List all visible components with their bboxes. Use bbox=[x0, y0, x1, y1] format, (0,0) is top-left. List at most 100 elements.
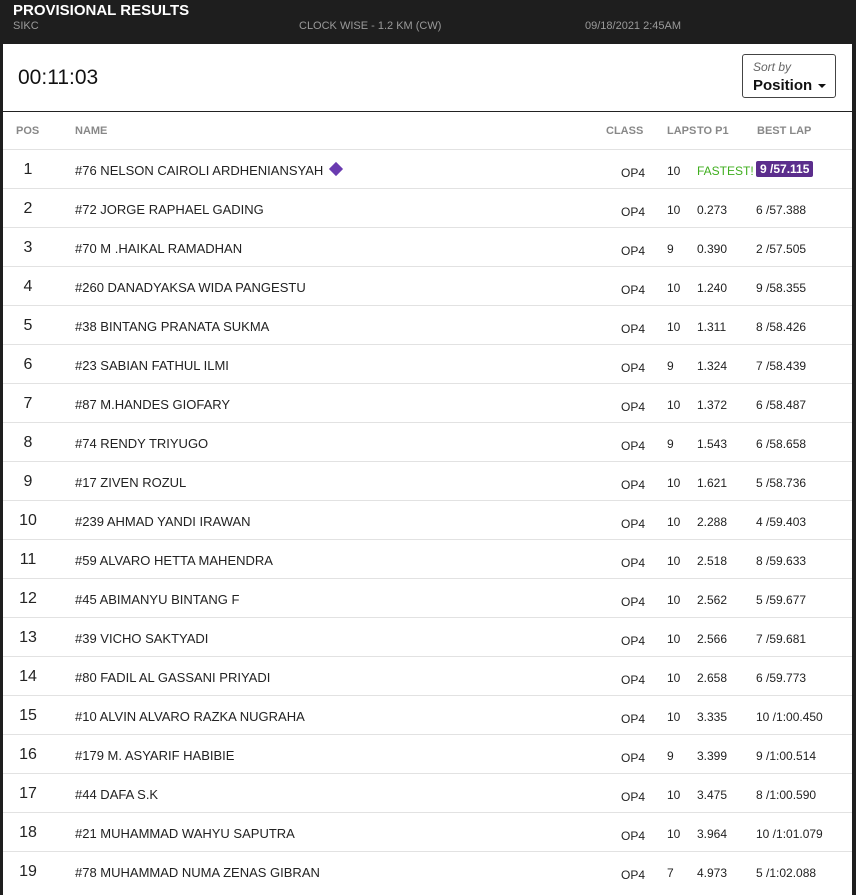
laps: 9 bbox=[667, 749, 674, 763]
gap-to-p1: 3.335 bbox=[697, 710, 728, 724]
class: OP4 bbox=[621, 517, 646, 531]
laps: 9 bbox=[667, 359, 674, 373]
class: OP4 bbox=[621, 868, 646, 882]
gap-to-p1: 2.566 bbox=[697, 632, 728, 646]
laps: 10 bbox=[667, 554, 681, 568]
driver-name: #239 AHMAD YANDI IRAWAN bbox=[75, 514, 251, 529]
driver-name: #76 NELSON CAIROLI ARDHENIANSYAH bbox=[75, 161, 344, 178]
best-lap: 7 /58.439 bbox=[756, 359, 807, 373]
best-lap: 10 /1:01.079 bbox=[756, 827, 823, 841]
caret bbox=[818, 84, 826, 88]
result-row: 3 #70 M .HAIKAL RAMADHAN OP4 9 0.390 2 /57.50… bbox=[3, 227, 852, 267]
result-row: 2 #72 JORGE RAPHAEL GADING OP4 10 0.273 6 /57… bbox=[3, 188, 852, 228]
driver-name: #17 ZIVEN ROZUL bbox=[75, 475, 187, 490]
driver-name: #179 M. ASYARIF HABIBIE bbox=[75, 748, 235, 763]
results-panel: 00:11:03 Sort by Position 1 #76 NELSON CA… bbox=[3, 44, 852, 895]
laps: 10 bbox=[667, 320, 681, 334]
class: OP4 bbox=[621, 244, 646, 258]
gap-to-p1: 2.288 bbox=[697, 515, 728, 529]
header-bar: PROVISIONAL RESULTS SIKC CLOCK WISE - 1.… bbox=[0, 0, 856, 44]
position: 11 bbox=[19, 551, 37, 568]
best-lap: 9 /58.355 bbox=[756, 281, 807, 295]
best-lap: 5 /59.677 bbox=[756, 593, 807, 607]
sort-label: Sort by bbox=[753, 60, 792, 74]
position: 17 bbox=[19, 785, 37, 802]
class-header: CLASS bbox=[606, 125, 644, 137]
class: OP4 bbox=[621, 166, 646, 180]
driver-name: #23 SABIAN FATHUL ILMI bbox=[75, 358, 229, 373]
position: 16 bbox=[19, 746, 37, 763]
gap-header: TO P1 bbox=[697, 125, 729, 137]
gap-to-p1: 1.372 bbox=[697, 398, 728, 412]
gap-to-p1: FASTEST! bbox=[697, 164, 754, 178]
best-lap: 6 /59.773 bbox=[756, 671, 807, 685]
class: OP4 bbox=[621, 673, 646, 687]
laps: 10 bbox=[667, 203, 681, 217]
gap-to-p1: 3.399 bbox=[697, 749, 728, 763]
position: 8 bbox=[23, 434, 33, 451]
gap-to-p1: 0.273 bbox=[697, 203, 728, 217]
result-row: 8 #74 RENDY TRIYUGO OP4 9 1.543 6 /58.658 bbox=[3, 422, 852, 462]
driver-name: #45 ABIMANYU BINTANG F bbox=[75, 592, 240, 607]
result-row: 6 #23 SABIAN FATHUL ILMI OP4 9 1.324 7 /58.43… bbox=[3, 344, 852, 384]
laps: 10 bbox=[667, 632, 681, 646]
date: 09/18/2021 2:45AM bbox=[585, 20, 682, 32]
class: OP4 bbox=[621, 556, 646, 570]
best-lap: 8 /59.633 bbox=[756, 554, 807, 568]
best-lap: 9 /57.115 bbox=[756, 161, 814, 177]
position: 7 bbox=[23, 395, 33, 412]
gap-to-p1: 2.562 bbox=[697, 593, 728, 607]
driver-name: #44 DAFA S.K bbox=[75, 787, 159, 802]
result-row: 18 #21 MUHAMMAD WAHYU SAPUTRA OP4 10 3.964 10… bbox=[3, 812, 852, 852]
best-lap: 6 /58.658 bbox=[756, 437, 807, 451]
class: OP4 bbox=[621, 634, 646, 648]
class: OP4 bbox=[621, 751, 646, 765]
timer: 00:11:03 bbox=[18, 66, 99, 89]
position: 3 bbox=[23, 239, 33, 256]
class: OP4 bbox=[621, 829, 646, 843]
driver-name: #10 ALVIN ALVARO RAZKA NUGRAHA bbox=[75, 709, 305, 724]
driver-name: #80 FADIL AL GASSANI PRIYADI bbox=[75, 670, 271, 685]
driver-name: #38 BINTANG PRANATA SUKMA bbox=[75, 319, 270, 334]
laps: 10 bbox=[667, 710, 681, 724]
driver-name: #59 ALVARO HETTA MAHENDRA bbox=[75, 553, 273, 568]
best-lap: 7 /59.681 bbox=[756, 632, 807, 646]
driver-name: #72 JORGE RAPHAEL GADING bbox=[75, 202, 264, 217]
sort-button[interactable]: Sort by Position bbox=[742, 54, 836, 98]
result-row: 10 #239 AHMAD YANDI IRAWAN OP4 10 2.288 4 /59… bbox=[3, 500, 852, 540]
gap-to-p1: 1.311 bbox=[697, 320, 727, 334]
gap-to-p1: 1.621 bbox=[697, 476, 728, 490]
position: 13 bbox=[19, 629, 37, 646]
best-lap-header: BEST LAP bbox=[757, 125, 812, 137]
gap-to-p1: 3.964 bbox=[697, 827, 728, 841]
class: OP4 bbox=[621, 478, 646, 492]
gap-to-p1: 1.543 bbox=[697, 437, 728, 451]
position: 5 bbox=[23, 317, 33, 334]
result-row: 9 #17 ZIVEN ROZUL OP4 10 1.621 5 /58.736 bbox=[3, 461, 852, 501]
position: 4 bbox=[23, 278, 33, 295]
laps-header: LAPS bbox=[667, 125, 697, 137]
result-row: 13 #39 VICHO SAKTYADI OP4 10 2.566 7 /59.681 bbox=[3, 617, 852, 657]
position: 19 bbox=[19, 863, 37, 880]
result-row: 7 #87 M.HANDES GIOFARY OP4 10 1.372 6 /58.487 bbox=[3, 383, 852, 423]
result-row: 19 #78 MUHAMMAD NUMA ZENAS GIBRAN OP4 7 4.97… bbox=[3, 851, 852, 891]
class: OP4 bbox=[621, 595, 646, 609]
best-lap: 10 /1:00.450 bbox=[756, 710, 823, 724]
gap-to-p1: 2.518 bbox=[697, 554, 728, 568]
gap-to-p1: 4.973 bbox=[697, 866, 728, 880]
result-row: 17 #44 DAFA S.K OP4 10 3.475 8 /1:00.590 bbox=[3, 773, 852, 813]
driver-name: #87 M.HANDES GIOFARY bbox=[75, 397, 231, 412]
position: 2 bbox=[23, 200, 33, 217]
gap-to-p1: 1.324 bbox=[697, 359, 728, 373]
position: 14 bbox=[19, 668, 37, 685]
result-row: 5 #38 BINTANG PRANATA SUKMA OP4 10 1.311 8 /5… bbox=[3, 305, 852, 345]
gap-to-p1: 3.475 bbox=[697, 788, 728, 802]
position: 15 bbox=[19, 707, 37, 724]
position: 9 bbox=[23, 473, 33, 490]
position: 6 bbox=[23, 356, 33, 373]
position: 12 bbox=[19, 590, 37, 607]
class: OP4 bbox=[621, 790, 646, 804]
class: OP4 bbox=[621, 712, 646, 726]
class: OP4 bbox=[621, 322, 646, 336]
